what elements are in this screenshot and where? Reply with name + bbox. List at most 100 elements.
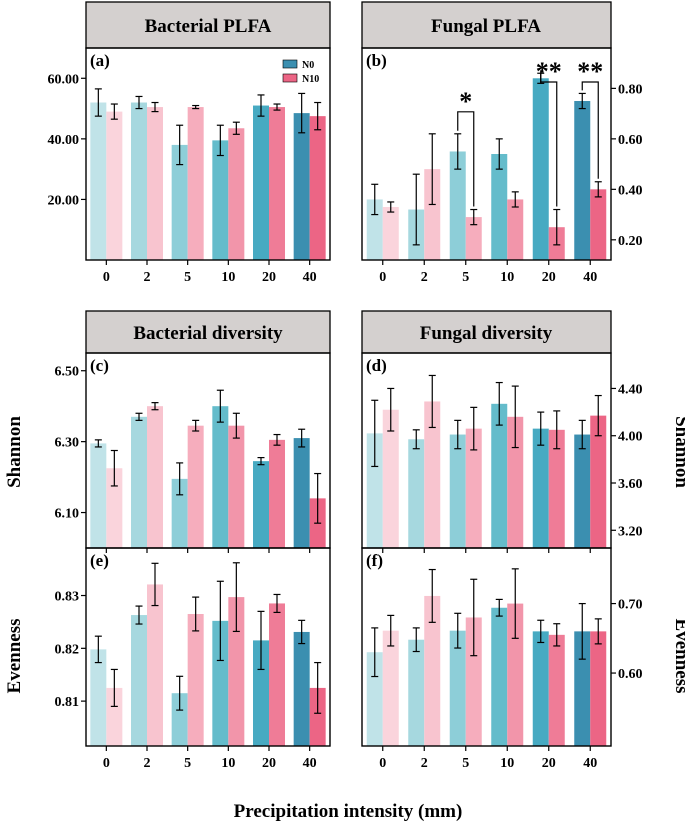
x-tick-label: 0	[379, 756, 386, 771]
banner-c: Bacterial diversity	[85, 310, 331, 354]
bar-n10-0	[106, 111, 123, 260]
bar-n10-10	[228, 425, 245, 548]
panel-label: (a)	[90, 51, 110, 70]
bar-n10-0	[382, 630, 399, 746]
y-tick-label: 6.50	[55, 365, 80, 380]
y-tick-label: 60.00	[48, 72, 80, 87]
x-axis-title: Precipitation intensity (mm)	[234, 801, 463, 822]
bar-n0-40	[293, 438, 310, 548]
banner-box	[361, 310, 612, 354]
bar-n10-0	[106, 468, 123, 548]
bar-n10-20	[269, 439, 285, 548]
bar-n10-0	[106, 687, 123, 746]
bar-n10-2	[147, 406, 163, 548]
bar-n0-40	[574, 434, 591, 548]
significance-marker: *	[459, 87, 472, 116]
bar-n10-10	[228, 597, 245, 746]
x-tick-label: 40	[583, 756, 597, 771]
x-tick-label: 0	[103, 270, 110, 285]
bar-n10-10	[507, 199, 524, 260]
banner-title: Fungal diversity	[420, 323, 553, 344]
bar-n10-5	[187, 425, 204, 548]
x-tick-label: 10	[221, 270, 235, 285]
bar-n10-40	[309, 116, 326, 261]
bar-n10-10	[507, 603, 524, 746]
bar-n10-20	[269, 107, 285, 260]
bar-n10-2	[424, 595, 441, 746]
bar-n10-5	[465, 217, 482, 260]
bar-n0-10	[212, 140, 229, 260]
bar-n10-40	[590, 631, 607, 746]
bar-n0-10	[212, 406, 229, 548]
x-tick-label: 2	[421, 270, 428, 285]
bar-n0-40	[574, 101, 591, 260]
plot-frame	[361, 47, 612, 261]
banner-d: Fungal diversity	[361, 310, 612, 354]
bar-n10-10	[507, 416, 524, 548]
bar-n0-10	[212, 620, 229, 746]
legend-label-n10: N10	[302, 74, 319, 85]
x-tick-label: 10	[221, 756, 235, 771]
bar-n0-2	[131, 615, 147, 746]
y-tick-label: 0.83	[55, 590, 80, 605]
legend-swatch-n10	[282, 73, 298, 83]
bar-n0-10	[491, 154, 508, 260]
x-tick-label: 10	[500, 756, 514, 771]
bar-n0-5	[171, 144, 188, 260]
bar-n0-0	[366, 652, 383, 746]
x-tick-label: 40	[303, 756, 317, 771]
y-tick-label: 0.70	[618, 598, 643, 613]
bar-n0-20	[532, 78, 549, 261]
bar-n10-40	[590, 415, 607, 548]
bar-n0-0	[366, 199, 383, 260]
bar-n0-20	[253, 640, 269, 746]
panel-label: (f)	[366, 551, 383, 570]
y-axis-title-shannon-right: Shannon	[671, 416, 685, 488]
plot-frame	[85, 47, 331, 261]
bar-n0-5	[171, 693, 188, 746]
x-tick-label: 40	[303, 270, 317, 285]
y-tick-label: 3.20	[618, 524, 643, 539]
bar-n0-5	[449, 630, 466, 746]
banner-title: Fungal PLFA	[431, 16, 541, 37]
bar-n0-0	[366, 433, 383, 548]
y-tick-label: 4.40	[618, 382, 643, 397]
y-tick-label: 0.80	[618, 82, 643, 97]
bar-n0-20	[253, 105, 269, 261]
bar-n10-10	[228, 128, 245, 260]
bar-n10-2	[424, 401, 441, 548]
x-tick-label: 20	[542, 756, 556, 771]
significance-bracket	[581, 81, 599, 179]
banner-b: Fungal PLFA	[361, 1, 612, 49]
x-tick-label: 0	[379, 270, 386, 285]
plot-frame	[85, 352, 331, 549]
significance-bracket	[540, 70, 558, 207]
panel-label: (e)	[90, 551, 109, 570]
x-tick-label: 5	[462, 756, 469, 771]
y-axis-title-evenness-right: Evenness	[671, 619, 685, 694]
y-tick-label: 6.10	[55, 507, 80, 522]
legend-label-n0: N0	[302, 60, 314, 71]
significance-bracket	[457, 111, 475, 207]
panel-label: (c)	[90, 356, 109, 375]
y-tick-label: 3.60	[618, 477, 643, 492]
y-tick-label: 20.00	[48, 193, 80, 208]
bar-n10-5	[465, 617, 482, 746]
bar-n0-40	[293, 113, 310, 260]
bar-n0-5	[449, 151, 466, 260]
panel-label: (b)	[366, 51, 387, 70]
panel-f: 0.60 0.70 0 2 5 10 20 40 (f)	[361, 547, 643, 771]
banner-a: Bacterial PLFA	[85, 1, 331, 49]
bar-n10-40	[590, 189, 607, 260]
panel-c: 6.10 6.30 6.50 (c)	[55, 352, 331, 553]
y-tick-label: 0.60	[618, 667, 643, 682]
bar-n10-0	[382, 207, 399, 260]
y-tick-label: 0.81	[55, 695, 80, 710]
legend: N0 N10	[282, 59, 319, 85]
bar-n0-40	[574, 631, 591, 746]
banner-box	[85, 1, 331, 49]
plot-frame	[85, 547, 331, 747]
banner-box	[361, 1, 612, 49]
bar-n10-40	[309, 687, 326, 746]
